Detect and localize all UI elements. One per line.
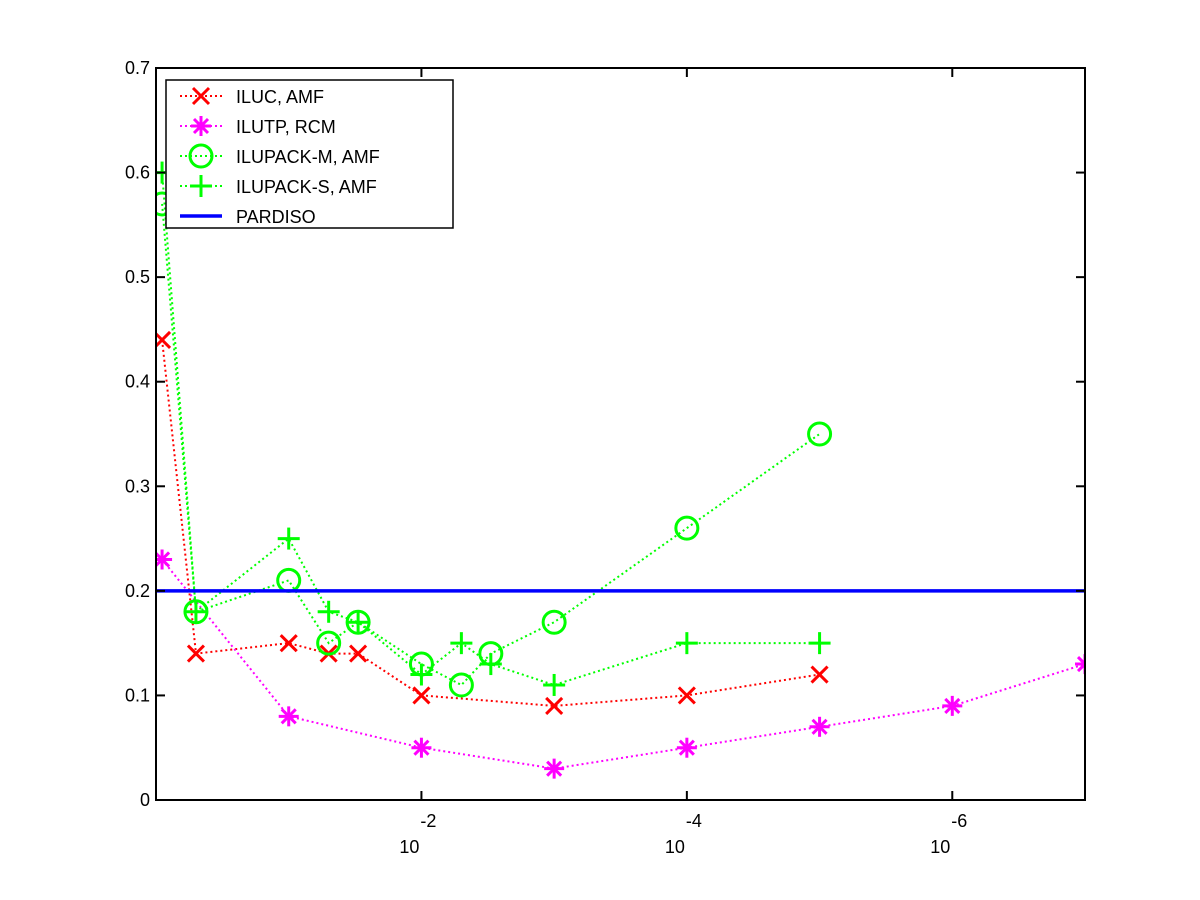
data-point-ilutp-rcm [411, 737, 432, 758]
data-point-ilupack-s-amf [184, 600, 207, 623]
marker-stroke [279, 634, 298, 653]
marker-stroke [546, 760, 563, 777]
marker-stroke [316, 630, 342, 656]
x-tick-label-exponent: -6 [951, 811, 967, 831]
legend-label: ILUPACK-M, AMF [236, 147, 380, 167]
legend-box [165, 79, 454, 229]
legend-item-iluc-amf: ILUC, AMF [180, 86, 324, 107]
marker-stroke [545, 696, 564, 715]
data-point-ilutp-rcm [544, 758, 565, 779]
marker-stroke [944, 697, 961, 714]
marker-stroke [349, 644, 368, 663]
y-tick-label: 0.2 [125, 581, 150, 601]
data-point-ilupack-s-amf [277, 527, 300, 550]
y-tick-label: 0.5 [125, 267, 150, 287]
x-tick-label-exponent: -2 [420, 811, 436, 831]
legend: ILUC, AMF ILUTP, RCM ILUPACK-M, AMF ILUPACK… [165, 79, 454, 229]
data-point-ilupack-m-amf [316, 630, 342, 656]
marker-stroke [448, 672, 474, 698]
marker-stroke [412, 686, 431, 705]
legend-marker [191, 116, 211, 136]
series-iluc-amf [156, 330, 829, 715]
data-point-ilupack-m-amf [448, 672, 474, 698]
data-point-ilutp-rcm [156, 549, 173, 570]
y-tick-label: 0 [140, 790, 150, 810]
data-point-ilupack-s-amf [675, 632, 698, 655]
legend-item-ilutp-rcm: ILUTP, RCM [180, 116, 336, 137]
axes-frame [155, 67, 1086, 801]
data-point-ilupack-m-amf [541, 609, 567, 635]
data-point-ilupack-s-amf [543, 673, 566, 696]
data-point-iluc-amf [186, 644, 206, 663]
y-tick-label: 0.4 [125, 372, 150, 392]
series-ilupack-s-amf [156, 161, 831, 696]
data-point-ilupack-s-amf [808, 632, 831, 655]
legend-label: PARDISO [236, 207, 316, 227]
data-point-ilupack-s-amf [450, 632, 473, 655]
y-tick-label: 0.7 [125, 58, 150, 78]
x-tick-label-exponent: -4 [686, 811, 702, 831]
marker-stroke [677, 686, 696, 705]
marker-stroke [810, 665, 829, 684]
data-point-ilupack-m-amf [674, 515, 700, 541]
marker-stroke [811, 718, 828, 735]
marker-stroke [413, 739, 430, 756]
data-point-ilupack-s-amf [317, 600, 340, 623]
x-tick-label-base: 10 [930, 837, 950, 857]
data-point-iluc-amf [412, 686, 431, 705]
axes-layer: 00.10.20.30.40.50.60.710-210-410-6 [125, 58, 1086, 857]
data-point-ilupack-s-amf [479, 653, 502, 676]
x-tick-label-base: 10 [399, 837, 419, 857]
legend-marker [188, 143, 214, 169]
data-point-iluc-amf [349, 644, 368, 663]
data-point-iluc-amf [279, 634, 298, 653]
data-point-ilupack-s-amf [410, 663, 433, 686]
data-point-ilutp-rcm [676, 737, 697, 758]
legend-item-pardiso: PARDISO [180, 207, 316, 227]
data-point-ilutp-rcm [1075, 654, 1085, 675]
data-point-ilutp-rcm [278, 706, 299, 727]
marker-stroke [156, 551, 171, 568]
data-point-ilupack-s-amf [347, 611, 370, 634]
y-tick-label: 0.3 [125, 476, 150, 496]
series-layer [156, 161, 1085, 779]
data-point-iluc-amf [677, 686, 696, 705]
data-point-iluc-amf [810, 665, 829, 684]
data-point-ilutp-rcm [942, 695, 963, 716]
series-line-iluc-amf [161, 339, 820, 707]
marker-stroke [280, 708, 297, 725]
x-tick-label-base: 10 [665, 837, 685, 857]
marker-stroke [541, 609, 567, 635]
data-point-ilupack-m-amf [807, 421, 833, 447]
marker-stroke [807, 421, 833, 447]
y-tick-label: 0.1 [125, 685, 150, 705]
legend-marker [190, 175, 212, 197]
marker-stroke [186, 644, 206, 663]
marker-stroke [674, 515, 700, 541]
marker-stroke [188, 143, 214, 169]
legend-marker [191, 86, 211, 106]
marker-stroke [1076, 661, 1085, 673]
series-ilutp-rcm [156, 549, 1085, 779]
data-point-ilutp-rcm [809, 716, 830, 737]
marker-stroke [678, 739, 695, 756]
legend-label: ILUC, AMF [236, 87, 324, 107]
legend-item-ilupack-m-amf: ILUPACK-M, AMF [180, 143, 380, 169]
marker-stroke [1076, 655, 1085, 667]
data-point-iluc-amf [545, 696, 564, 715]
marker-stroke [191, 86, 211, 106]
legend-label: ILUTP, RCM [236, 117, 336, 137]
marker-stroke [192, 117, 210, 135]
y-tick-label: 0.6 [125, 163, 150, 183]
legend-item-ilupack-s-amf: ILUPACK-S, AMF [180, 175, 377, 197]
legend-label: ILUPACK-S, AMF [236, 177, 377, 197]
